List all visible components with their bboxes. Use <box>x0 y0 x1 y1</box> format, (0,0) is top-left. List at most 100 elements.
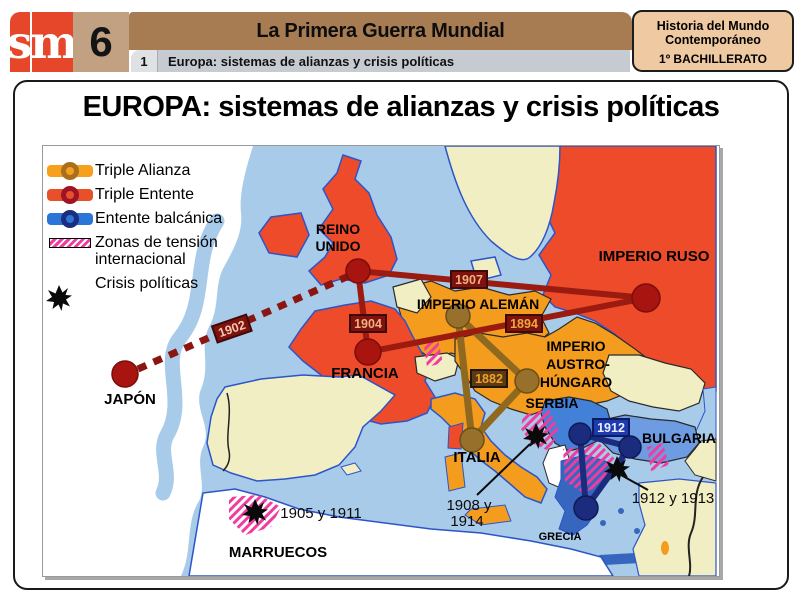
year-label-1904: 1904 <box>354 317 382 331</box>
portugal-border <box>222 392 231 472</box>
tension-zone-thrace <box>647 443 669 471</box>
tension-zones <box>229 335 669 535</box>
legend-item-entente-balcanica: Entente balcánica <box>45 209 260 228</box>
year-box-1912: 1912 <box>592 418 630 437</box>
alianza-line-austria-italy <box>468 377 531 444</box>
thrace <box>684 438 717 482</box>
crisis-label-marruecos: 1905 y 1911 <box>280 505 361 522</box>
year-label-1894: 1894 <box>510 317 538 331</box>
legend-label-triple-alianza: Triple Alianza <box>95 162 191 179</box>
node-francia <box>354 338 382 366</box>
legend-item-triple-entente: Triple Entente <box>45 185 260 204</box>
country-low-countries <box>392 278 432 314</box>
balearic-islands <box>340 462 362 476</box>
map-panel: 1902 1904 1907 1894 1882 <box>42 145 720 577</box>
entente-line-uk-russia <box>355 268 649 301</box>
course-box: Historia del Mundo Contemporáneo 1º BACH… <box>632 10 794 72</box>
sardinia <box>444 452 466 492</box>
crisis-pointer-bosnia <box>476 443 531 496</box>
triple-alianza-swatch <box>45 161 95 180</box>
course-line-1: Historia del Mundo <box>656 19 770 33</box>
node-italia <box>459 427 485 453</box>
legend-item-triple-alianza: Triple Alianza <box>45 161 260 180</box>
header-title: La Primera Guerra Mundial <box>256 19 505 42</box>
subtitle-number: 1 <box>131 50 158 72</box>
node-serbia <box>568 422 592 446</box>
crisis-pointer-balcanes <box>620 474 649 491</box>
dodecanese-island <box>661 541 669 555</box>
ottoman-border <box>687 476 704 576</box>
country-ireland <box>258 212 310 258</box>
node-bulgaria <box>618 435 642 459</box>
crisis-label-bosnia-1: 1908 y <box>446 497 492 514</box>
year-box-1904: 1904 <box>349 314 387 333</box>
node-reino-unido <box>345 258 371 284</box>
legend-label-triple-entente: Triple Entente <box>95 186 195 203</box>
atlantic-ribbon <box>155 213 225 501</box>
label-grecia: GRECIA <box>539 531 582 543</box>
node-imperio-ruso <box>631 283 661 313</box>
content-frame: EUROPA: sistemas de alianzas y crisis po… <box>13 80 789 590</box>
sicily <box>464 504 512 526</box>
label-marruecos: MARRUECOS <box>229 544 327 561</box>
country-romania <box>602 354 706 412</box>
year-label-1912: 1912 <box>597 421 625 435</box>
crisis-label-balcanes: 1912 y 1913 <box>632 490 715 507</box>
alianza-nodes <box>445 303 540 453</box>
sm-logo: sm <box>7 12 78 72</box>
label-reino-unido-2: UNIDO <box>315 238 360 254</box>
label-austro-hungaro-1: IMPERIO <box>546 338 605 354</box>
entente-node-icon <box>61 185 79 204</box>
header-subtitle-bar: 1 Europa: sistemas de alianzas y crisis … <box>131 50 630 72</box>
triple-entente-swatch <box>45 185 95 204</box>
star-icon <box>46 284 72 311</box>
header-title-bar: La Primera Guerra Mundial <box>129 12 632 50</box>
sm-logo-text: sm <box>7 15 78 69</box>
legend-item-zonas-tension: Zonas de tensión internacional <box>45 234 260 268</box>
label-japon: JAPÓN <box>104 390 156 408</box>
label-francia: FRANCIA <box>331 365 399 382</box>
legend-item-crisis: Crisis políticas <box>45 275 260 311</box>
year-box-1882: 1882 <box>470 369 508 388</box>
node-imperio-aleman <box>445 303 471 329</box>
entente-balcanica-swatch <box>45 209 95 228</box>
aegean-islands <box>600 508 640 534</box>
label-imperio-ruso: IMPERIO RUSO <box>599 248 710 265</box>
unit-number: 6 <box>73 12 129 72</box>
node-austria-hungria <box>514 368 540 394</box>
legend-label-entente-balcanica: Entente balcánica <box>95 210 223 227</box>
label-imperio-aleman: IMPERIO ALEMÁN <box>417 296 539 312</box>
country-iberia <box>206 374 397 482</box>
north-africa <box>188 488 614 576</box>
balcanica-nodes <box>568 422 642 521</box>
label-reino-unido-1: REINO <box>316 221 360 237</box>
label-italia: ITALIA <box>453 449 500 466</box>
slide-title: EUROPA: sistemas de alianzas y crisis po… <box>82 91 720 123</box>
label-austro-hungaro-3: HÚNGARO <box>540 373 612 390</box>
year-box-1894: 1894 <box>505 314 543 333</box>
entente-nodes <box>111 258 661 388</box>
node-japon <box>111 360 139 388</box>
course-line-3: 1º BACHILLERATO <box>659 52 767 66</box>
legend: Triple Alianza Triple Entente <box>45 161 260 311</box>
crisis-label-bosnia-2: 1914 <box>450 513 483 530</box>
node-grecia <box>573 495 599 521</box>
crete <box>599 553 641 565</box>
country-scandinavia <box>444 146 561 261</box>
subtitle-text: Europa: sistemas de alianzas y crisis po… <box>168 53 455 69</box>
zonas-line-1: Zonas de tensión <box>95 234 218 251</box>
label-bulgaria: BULGARIA <box>642 430 716 446</box>
year-box-1907: 1907 <box>450 270 488 289</box>
label-austro-hungaro-2: AUSTRO- <box>546 356 610 372</box>
entente-line-japan-uk-dotted <box>136 271 353 373</box>
alianza-line-germany-austria <box>454 312 531 385</box>
tension-hatch-swatch <box>45 238 95 248</box>
legend-label-crisis: Crisis políticas <box>95 275 199 292</box>
tension-zone-bosnia <box>521 409 559 451</box>
balcanica-node-icon <box>61 209 79 228</box>
label-serbia: SERBIA <box>526 395 579 411</box>
alianza-node-icon <box>61 161 79 180</box>
year-box-1902: 1902 <box>210 313 253 344</box>
europe-map: 1902 1904 1907 1894 1882 <box>104 146 717 576</box>
